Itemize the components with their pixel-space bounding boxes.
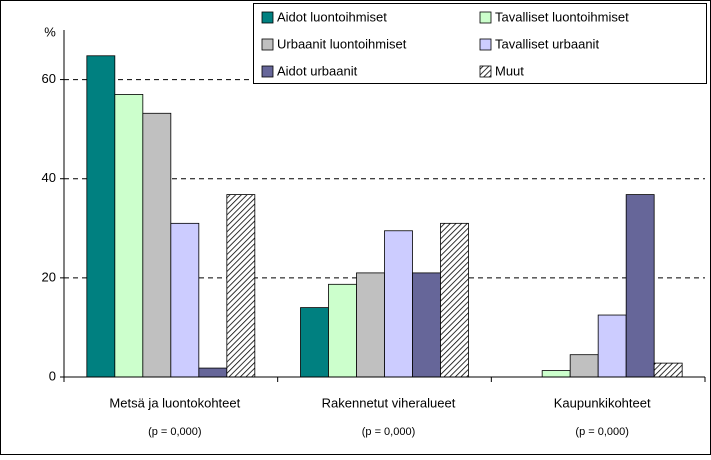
- bar: [328, 283, 357, 378]
- y-tick-label: 40: [42, 170, 56, 185]
- legend-swatch: [261, 38, 274, 51]
- legend-swatch: [261, 65, 274, 78]
- bar: [86, 55, 116, 378]
- legend-label: Urbaanit luontoihmiset: [277, 36, 407, 51]
- bar: [597, 314, 627, 378]
- bar: [300, 307, 329, 378]
- category-note: (p = 0,000): [575, 426, 629, 438]
- bar: [384, 230, 413, 378]
- y-tick-label: 60: [42, 71, 56, 86]
- legend-label: Aidot luontoihmiset: [277, 9, 387, 24]
- y-axis-label: %: [44, 24, 56, 39]
- bar: [412, 272, 441, 378]
- legend-label: Aidot urbaanit: [277, 63, 358, 78]
- legend-label: Tavalliset urbaanit: [495, 36, 599, 51]
- legend-swatch: [479, 38, 492, 51]
- category-note: (p = 0,000): [362, 426, 416, 438]
- bar: [440, 222, 469, 378]
- bar: [356, 272, 385, 378]
- bar: [653, 362, 683, 378]
- bar: [198, 367, 228, 378]
- bar: [170, 222, 200, 378]
- legend-label: Tavalliset luontoihmiset: [495, 9, 629, 24]
- legend-swatch: [261, 11, 274, 24]
- bar: [569, 354, 599, 378]
- legend-swatch: [479, 65, 492, 78]
- y-tick-label: 0: [49, 368, 56, 383]
- x-tick-label: Metsä ja luontokohteet: [109, 395, 240, 410]
- bar: [541, 370, 571, 378]
- bar: [625, 194, 655, 378]
- bar: [114, 94, 144, 378]
- category-note: (p = 0,000): [148, 426, 202, 438]
- legend-swatch: [479, 11, 492, 24]
- bar: [142, 112, 172, 378]
- legend-label: Muut: [495, 63, 524, 78]
- y-tick-label: 20: [42, 269, 56, 284]
- x-tick-label: Kaupunkikohteet: [554, 395, 651, 410]
- bar: [226, 194, 256, 378]
- x-tick-label: Rakennetut viheralueet: [322, 395, 456, 410]
